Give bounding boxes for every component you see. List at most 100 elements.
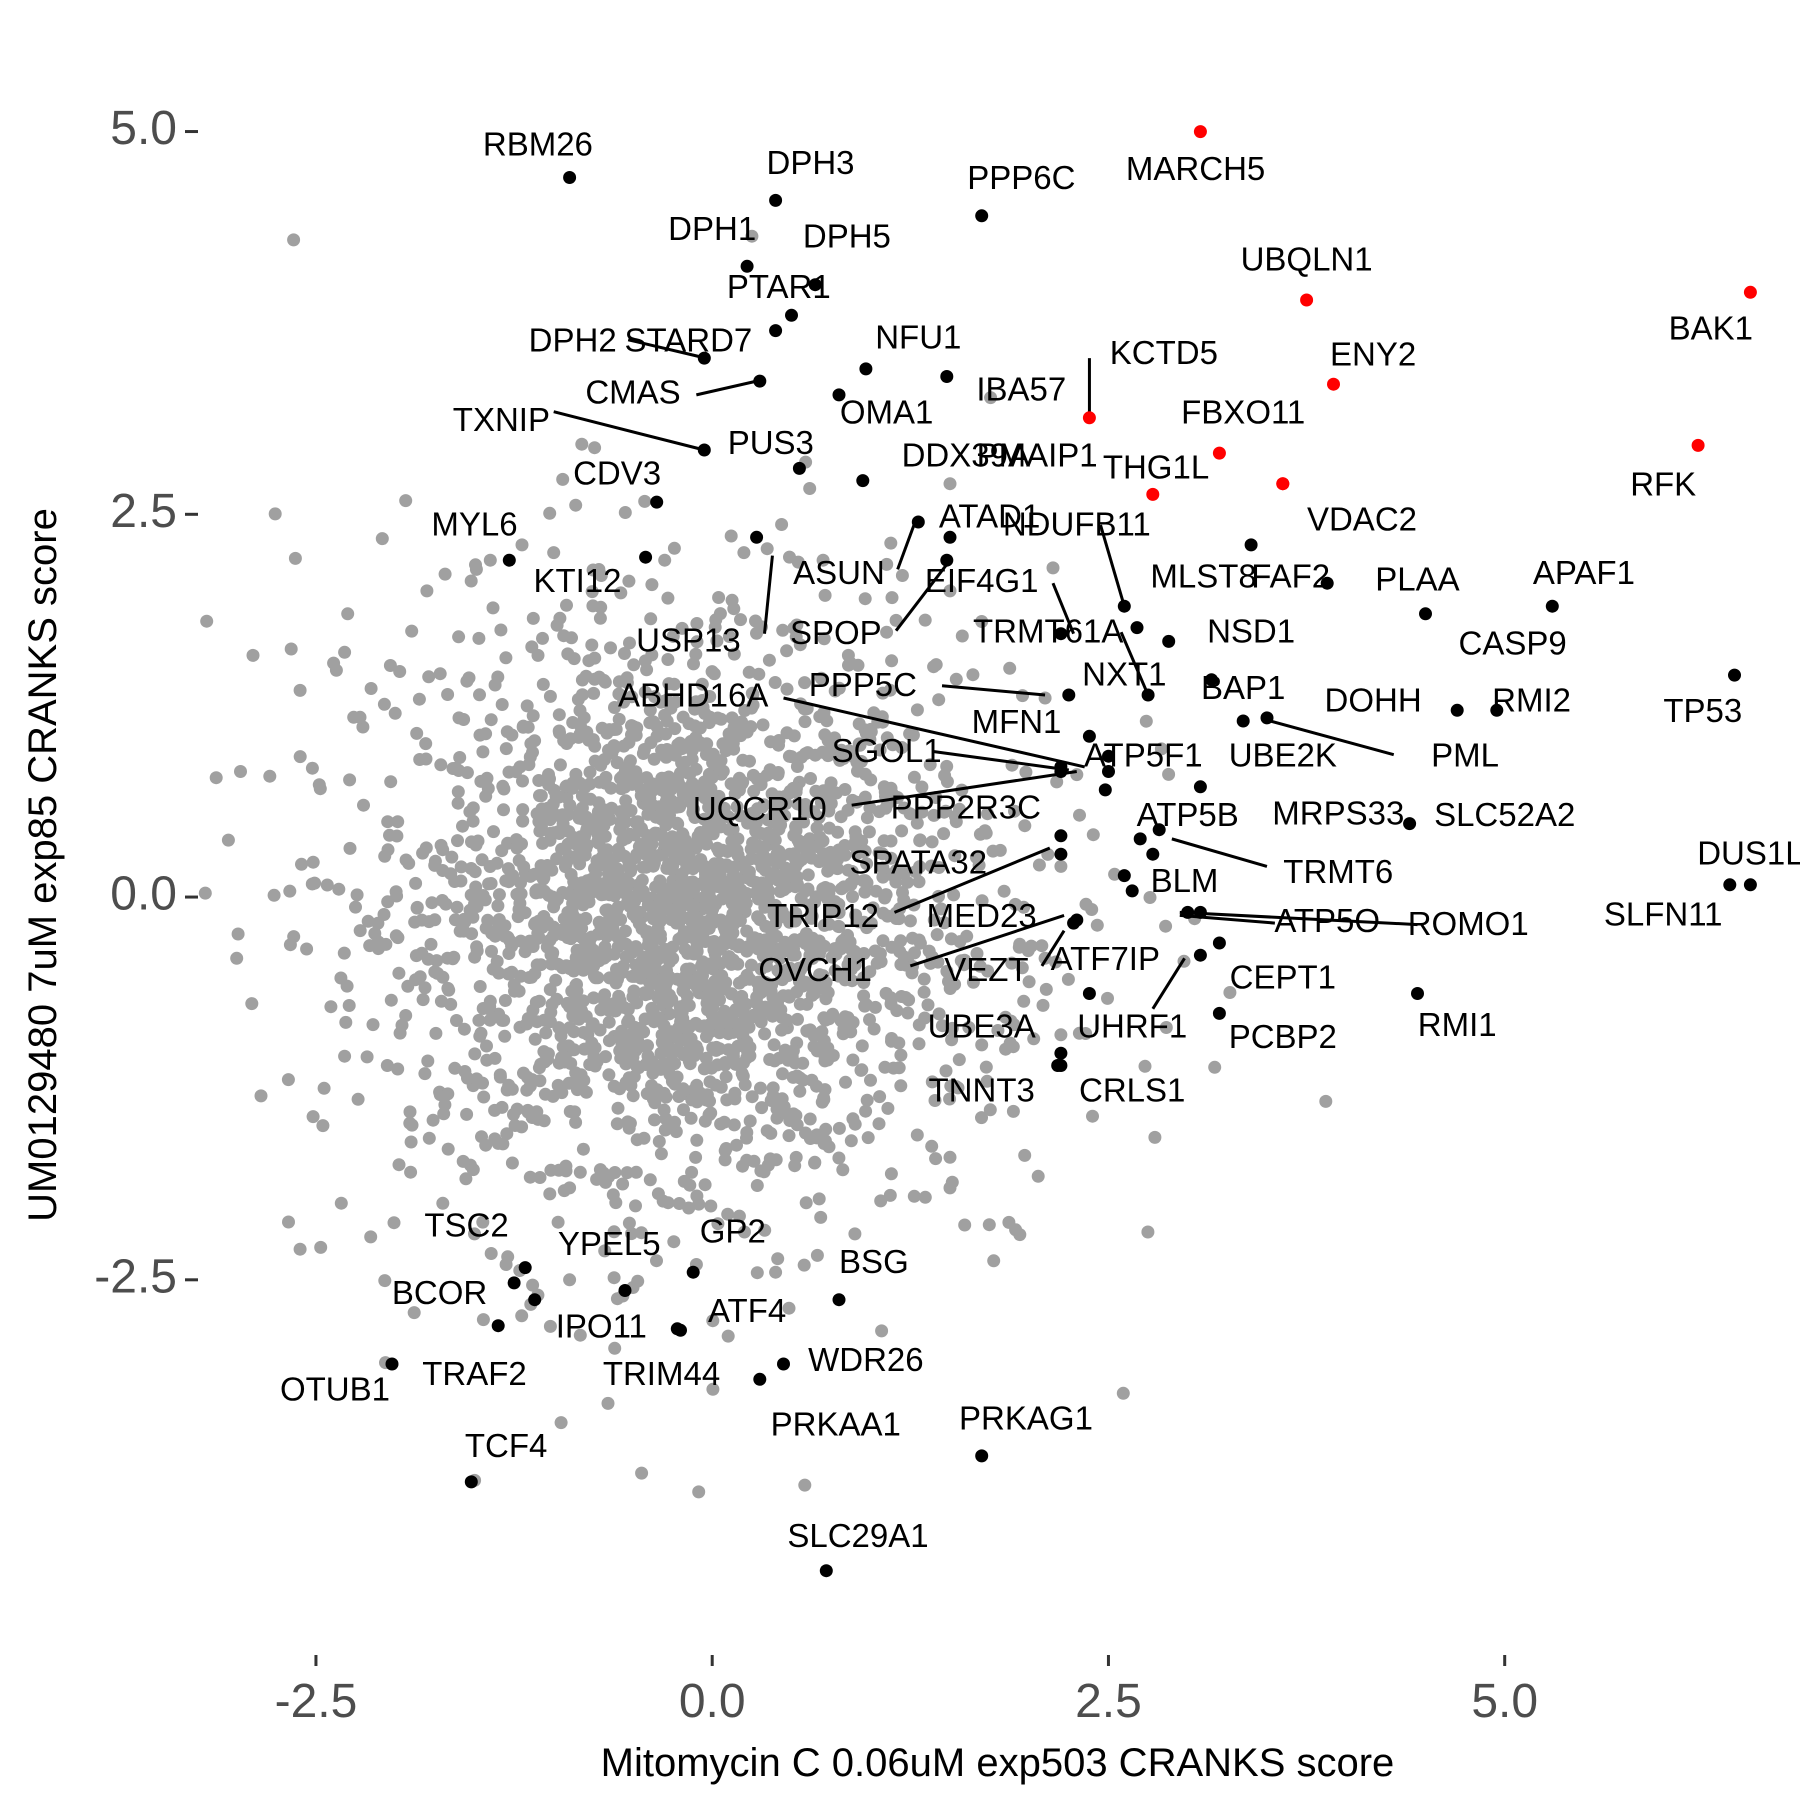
label-connector [941,684,1046,697]
background-point [600,726,614,740]
background-point [475,853,489,867]
gene-label: EIF4G1 [925,562,1039,599]
background-point [431,966,444,980]
background-point [532,994,546,1008]
background-point [671,847,685,860]
background-point [774,968,788,982]
background-point [706,1382,720,1396]
background-point [674,1015,688,1029]
background-point [756,848,769,862]
background-point [924,859,938,873]
gene-point [1327,377,1340,391]
x-axis: -2.5 0.0 2.5 5.0 [275,1655,1538,1728]
background-point [379,937,393,951]
gene-label: BAP1 [1201,669,1285,706]
gene-label: TRIP12 [767,897,879,934]
background-point [650,1254,663,1268]
background-point [538,1087,552,1101]
background-point [317,1081,331,1095]
background-point [657,943,671,957]
background-point [772,734,786,747]
background-point [612,989,626,1003]
x-axis-title: Mitomycin C 0.06uM exp503 CRANKS score [601,1741,1395,1785]
background-point [875,847,889,861]
background-point [810,1248,824,1262]
background-point [1138,1059,1152,1073]
background-point [530,1105,544,1119]
background-point [645,1054,659,1068]
background-point [607,1271,621,1285]
background-point [721,1329,735,1343]
background-point [693,1019,707,1033]
background-point [735,1067,749,1080]
background-point [1022,975,1036,989]
background-point [350,888,364,902]
background-point [760,542,774,556]
background-point [560,598,573,612]
background-point [604,853,618,867]
background-point [758,1027,772,1041]
background-point [552,1021,566,1035]
gene-point [1117,599,1131,613]
background-point [1017,900,1031,914]
background-point [766,991,780,1005]
background-point [332,882,346,896]
background-point [357,798,370,812]
background-point [767,806,781,820]
background-point [683,962,697,976]
gene-label: TRMT61A [973,612,1123,649]
background-point [246,648,260,662]
background-point [1148,1130,1162,1144]
background-point [870,956,884,970]
background-point [268,507,282,521]
background-point [288,551,302,565]
background-point [966,975,980,989]
background-point [818,588,832,602]
background-point [338,1049,352,1063]
gene-label: NSD1 [1207,612,1295,649]
background-point [653,914,667,928]
background-point [666,629,680,643]
gene-point [1141,688,1155,702]
background-point [470,944,484,958]
background-point [512,984,526,998]
background-point [473,688,486,702]
background-point [416,993,430,1007]
background-point [625,690,639,704]
gene-label: DDX39A [902,436,1030,473]
background-point [661,653,675,666]
background-point [570,1083,584,1097]
background-point [939,1064,953,1078]
background-point [607,915,621,929]
background-point [747,1154,761,1168]
background-point [758,1000,772,1014]
gene-point [808,278,822,292]
gene-point [1102,765,1115,778]
gene-label: FAF2 [1251,557,1330,594]
background-point [907,1189,921,1203]
background-point [659,1090,673,1104]
background-point [727,602,741,616]
background-point [497,803,510,817]
gene-label: TNNT3 [929,1072,1035,1109]
gene-point [740,259,754,273]
background-point [470,900,484,913]
background-point [687,884,700,898]
background-point [425,896,439,910]
y-tick-label: -2.5 [94,1250,177,1303]
background-point [817,918,831,932]
background-point [384,993,398,1007]
background-point [295,857,308,871]
background-point [389,885,403,899]
label-connector [1099,524,1126,607]
gene-label: PPP2R3C [891,789,1041,826]
background-point [772,1051,786,1065]
gene-point [1146,487,1160,501]
background-point [948,977,962,991]
gene-label: CASP9 [1458,625,1566,662]
background-point [859,1104,873,1118]
background-point [834,810,848,824]
background-point [862,825,876,839]
gene-label: MLST8 [1150,557,1256,594]
background-point [353,710,367,724]
